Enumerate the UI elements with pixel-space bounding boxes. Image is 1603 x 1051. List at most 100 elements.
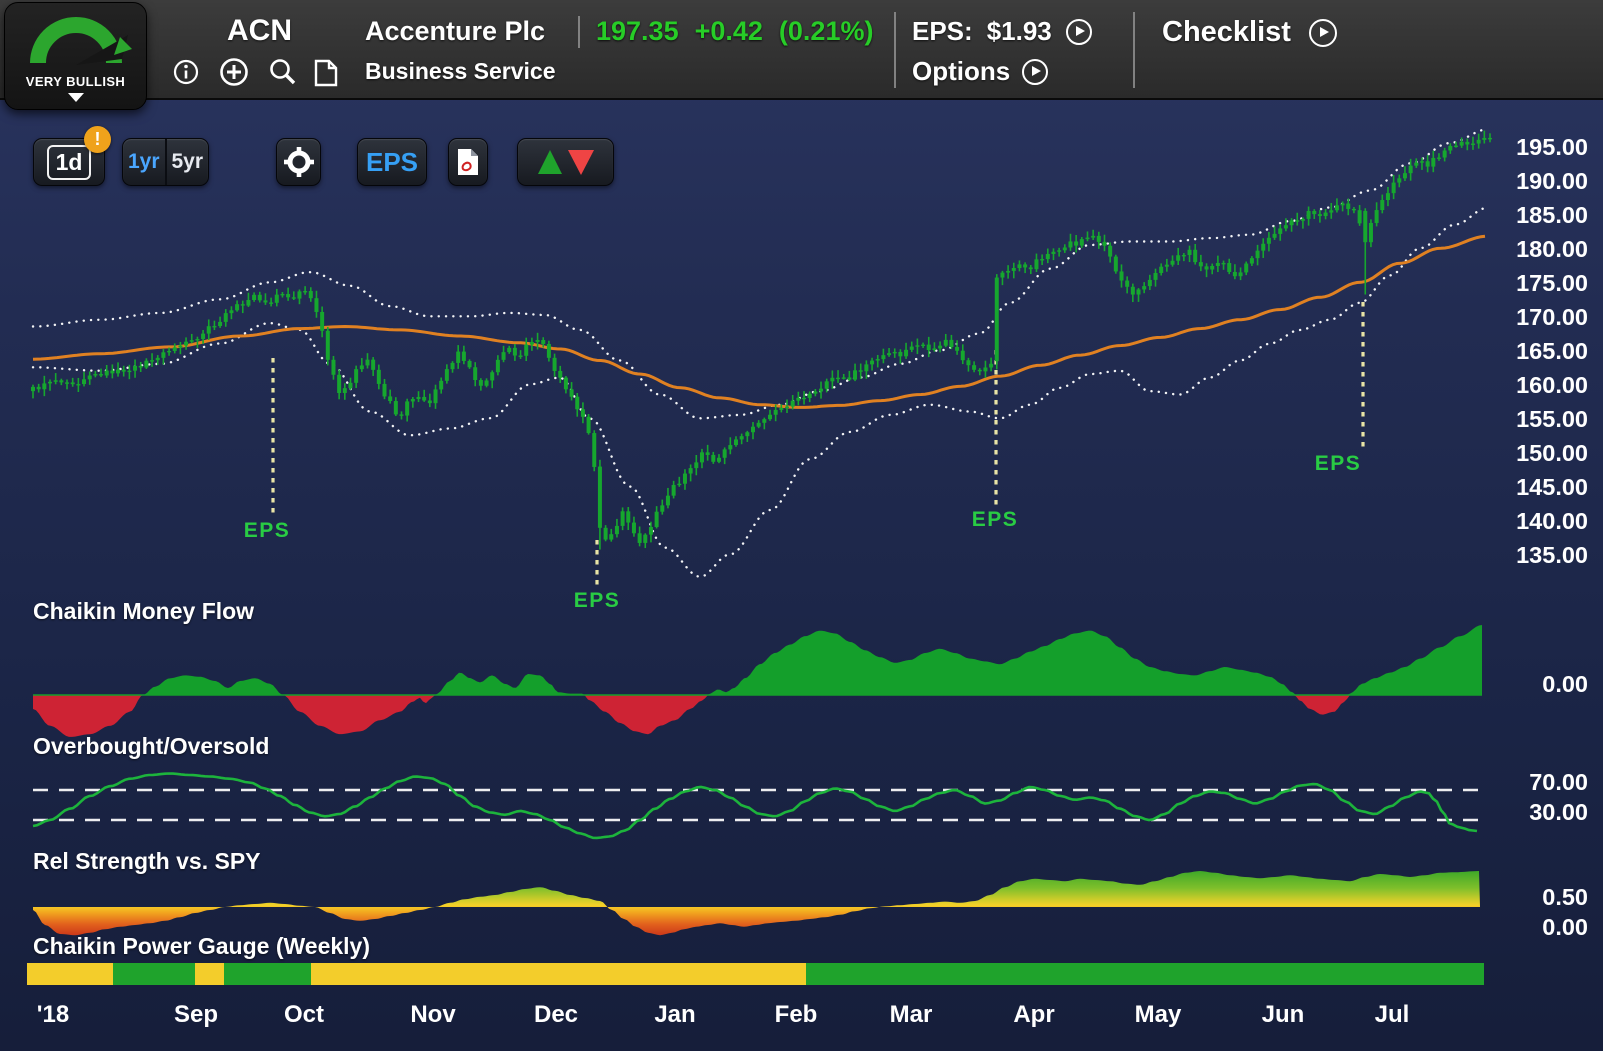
price-axis-label: 190.00 bbox=[1516, 168, 1588, 194]
candle-body bbox=[586, 416, 591, 434]
candle-body bbox=[65, 382, 70, 384]
crosshair-button[interactable] bbox=[276, 138, 321, 186]
candle-body bbox=[36, 386, 41, 390]
time-axis-label: Mar bbox=[890, 1001, 933, 1028]
power-gauge-rating-badge[interactable]: VERY BULLISH bbox=[4, 2, 147, 110]
candle-body bbox=[1176, 255, 1181, 261]
candle-body bbox=[280, 293, 285, 296]
candle-body bbox=[269, 302, 274, 304]
candle-body bbox=[1346, 203, 1351, 209]
candle-body bbox=[592, 433, 597, 467]
add-icon[interactable] bbox=[220, 58, 248, 86]
candle-body bbox=[512, 347, 517, 356]
candle-body bbox=[972, 365, 977, 370]
candle-body bbox=[116, 369, 121, 374]
candle-body bbox=[966, 360, 971, 366]
candle-body bbox=[762, 419, 767, 423]
eps-play-icon[interactable] bbox=[1065, 18, 1092, 45]
alert-badge-icon[interactable]: ! bbox=[84, 126, 111, 153]
candle-body bbox=[410, 399, 415, 402]
candle-body bbox=[1193, 249, 1198, 263]
info-icon[interactable] bbox=[173, 59, 199, 85]
candle-body bbox=[529, 341, 534, 345]
eps-label: EPS: bbox=[912, 16, 973, 46]
checklist-play-icon[interactable] bbox=[1308, 18, 1337, 47]
pdf-export-button[interactable] bbox=[448, 138, 488, 186]
candle-body bbox=[915, 345, 920, 347]
price-axis-label: 150.00 bbox=[1516, 440, 1588, 466]
power-panel-title: Chaikin Power Gauge (Weekly) bbox=[33, 933, 371, 959]
candle-body bbox=[597, 466, 602, 528]
candle-body bbox=[671, 484, 676, 496]
candle-body bbox=[813, 391, 818, 394]
candle-body bbox=[325, 330, 330, 360]
candle-body bbox=[546, 343, 551, 358]
candle-body bbox=[495, 359, 500, 373]
candle-body bbox=[819, 388, 824, 392]
time-axis-label: Oct bbox=[284, 1001, 324, 1028]
candle-body bbox=[110, 370, 115, 374]
price-axis-label: 140.00 bbox=[1516, 508, 1588, 534]
candle-body bbox=[467, 360, 472, 368]
candle-body bbox=[382, 383, 387, 397]
time-axis-label: Dec bbox=[534, 1001, 578, 1028]
cmf-panel-title: Chaikin Money Flow bbox=[33, 598, 255, 624]
rs-axis-label: 0.50 bbox=[1542, 884, 1588, 910]
candle-body bbox=[456, 351, 461, 363]
rating-label: VERY BULLISH bbox=[25, 74, 126, 89]
candle-body bbox=[184, 341, 189, 346]
candle-body bbox=[1306, 210, 1311, 219]
page-icon[interactable] bbox=[314, 59, 338, 87]
candle-body bbox=[785, 406, 790, 408]
candle-body bbox=[1283, 225, 1288, 229]
chevron-down-icon bbox=[67, 93, 84, 102]
candle-body bbox=[1448, 145, 1453, 151]
candle-body bbox=[178, 345, 183, 348]
timeframe-label: 1d bbox=[46, 144, 92, 180]
candle-body bbox=[229, 310, 234, 314]
candle-body bbox=[722, 449, 727, 458]
candle-body bbox=[342, 388, 347, 393]
eps-marker-label: EPS bbox=[972, 508, 1019, 531]
range-5yr-button[interactable]: 5yr bbox=[171, 150, 204, 173]
cmf-negative-area bbox=[33, 695, 1482, 737]
candle-body bbox=[1249, 258, 1254, 264]
candle-body bbox=[688, 468, 693, 474]
candle-body bbox=[1244, 263, 1249, 273]
candle-body bbox=[626, 511, 631, 523]
options-play-icon[interactable] bbox=[1022, 58, 1049, 85]
candle-body bbox=[155, 357, 160, 361]
candle-body bbox=[909, 346, 914, 350]
checklist-row: Checklist bbox=[1162, 16, 1337, 49]
candles bbox=[31, 130, 1492, 550]
candle-body bbox=[575, 396, 580, 410]
candle-body bbox=[331, 359, 336, 375]
candle-body bbox=[1108, 245, 1113, 257]
time-axis-label: Jun bbox=[1262, 1001, 1305, 1028]
candle-body bbox=[1408, 165, 1413, 174]
candle-body bbox=[291, 297, 296, 299]
candle-body bbox=[150, 360, 155, 362]
ma bbox=[32, 234, 1486, 409]
up-down-signals-button[interactable] bbox=[517, 138, 614, 186]
candle-body bbox=[274, 294, 279, 303]
eps-overlay-button[interactable]: EPS bbox=[357, 138, 427, 186]
divider bbox=[1133, 12, 1135, 88]
range-1yr-button[interactable]: 1yr bbox=[127, 150, 160, 173]
search-icon[interactable] bbox=[270, 59, 296, 85]
candle-body bbox=[240, 304, 245, 306]
candle-body bbox=[648, 526, 653, 535]
volatility-bands bbox=[31, 128, 1487, 578]
candle-body bbox=[830, 377, 835, 382]
price-axis-label: 175.00 bbox=[1516, 270, 1588, 296]
candle-body bbox=[206, 326, 211, 334]
candle-body bbox=[807, 393, 812, 398]
candle-body bbox=[858, 370, 863, 372]
oo-threshold-label: 70.00 bbox=[1529, 769, 1588, 795]
candle-body bbox=[853, 370, 858, 380]
candle-body bbox=[750, 426, 755, 433]
candle-body bbox=[699, 452, 704, 463]
candle-body bbox=[977, 369, 982, 372]
candle-body bbox=[1164, 264, 1169, 267]
